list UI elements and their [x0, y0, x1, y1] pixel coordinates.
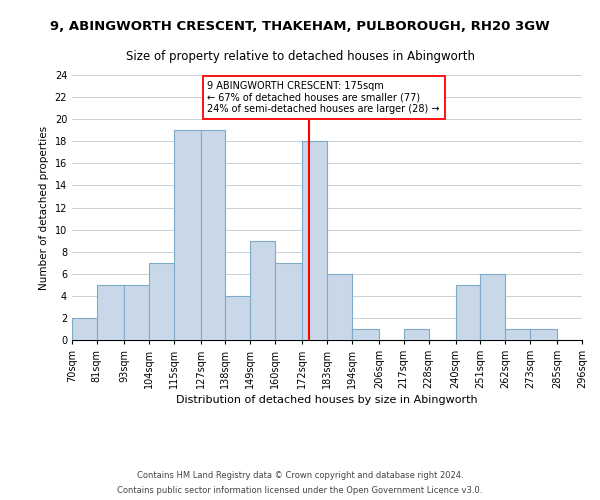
Bar [455, 285, 481, 340]
Bar [404, 329, 428, 340]
Text: 9, ABINGWORTH CRESCENT, THAKEHAM, PULBOROUGH, RH20 3GW: 9, ABINGWORTH CRESCENT, THAKEHAM, PULBOR… [50, 20, 550, 33]
Text: Contains public sector information licensed under the Open Government Licence v3: Contains public sector information licen… [118, 486, 482, 495]
Bar [302, 141, 327, 340]
Bar [200, 130, 226, 340]
Bar [72, 318, 97, 340]
Text: Contains HM Land Registry data © Crown copyright and database right 2024.: Contains HM Land Registry data © Crown c… [137, 471, 463, 480]
Bar [149, 262, 173, 340]
Bar [327, 274, 352, 340]
Bar [275, 262, 302, 340]
Bar [250, 240, 275, 340]
X-axis label: Distribution of detached houses by size in Abingworth: Distribution of detached houses by size … [176, 396, 478, 406]
Text: Size of property relative to detached houses in Abingworth: Size of property relative to detached ho… [125, 50, 475, 63]
Bar [97, 285, 124, 340]
Y-axis label: Number of detached properties: Number of detached properties [39, 126, 49, 290]
Bar [481, 274, 505, 340]
Bar [124, 285, 149, 340]
Bar [226, 296, 250, 340]
Bar [352, 329, 379, 340]
Bar [173, 130, 200, 340]
Bar [530, 329, 557, 340]
Text: 9 ABINGWORTH CRESCENT: 175sqm
← 67% of detached houses are smaller (77)
24% of s: 9 ABINGWORTH CRESCENT: 175sqm ← 67% of d… [208, 80, 440, 114]
Bar [505, 329, 530, 340]
